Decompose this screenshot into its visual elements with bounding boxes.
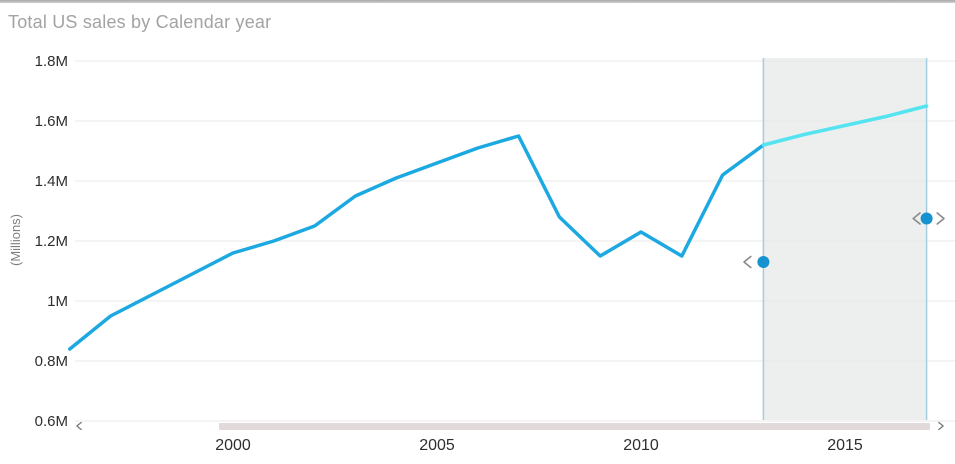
right-handle-chevron-right-icon[interactable]	[936, 212, 945, 225]
forecast-band	[763, 58, 927, 420]
y-tick-label: 1.8M	[35, 53, 68, 70]
y-tick-label: 0.6M	[35, 413, 68, 430]
y-tick-label: 1M	[47, 293, 68, 310]
y-tick-label: 1.2M	[35, 233, 68, 250]
scroll-left-icon[interactable]	[76, 421, 82, 431]
y-tick-label: 0.8M	[35, 353, 68, 370]
x-tick-label: 2015	[827, 437, 863, 454]
x-tick-label: 2005	[419, 437, 455, 454]
forecast-sales-line	[761, 104, 929, 147]
left-handle-chevron-icon[interactable]	[743, 255, 752, 269]
y-tick-label: 1.6M	[35, 113, 68, 130]
x-tick-label: 2010	[623, 437, 659, 454]
y-tick-label: 1.4M	[35, 173, 68, 190]
card-top-border	[0, 0, 955, 3]
right-handle-chevron-left-icon[interactable]	[912, 212, 921, 225]
x-tick-label: 2000	[215, 437, 251, 454]
scroll-right-icon[interactable]	[938, 421, 944, 431]
forecast-start-handle[interactable]	[757, 256, 770, 268]
forecast-end-handle[interactable]	[920, 212, 933, 225]
chart-title: Total US sales by Calendar year	[8, 12, 272, 32]
x-scrollbar-thumb[interactable]	[219, 423, 930, 430]
actual-sales-line	[68, 134, 766, 351]
